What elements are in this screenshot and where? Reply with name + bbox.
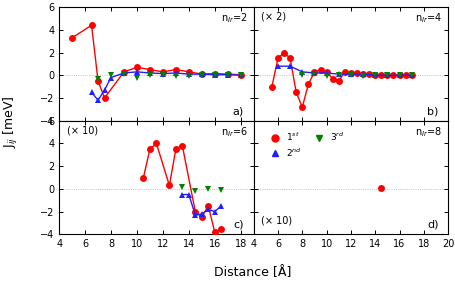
Text: b): b) <box>427 106 439 116</box>
Text: (× 2): (× 2) <box>262 12 287 22</box>
Text: Distance [Å]: Distance [Å] <box>214 266 291 279</box>
Text: a): a) <box>233 106 244 116</box>
Text: (× 10): (× 10) <box>262 215 293 225</box>
Text: (× 10): (× 10) <box>67 125 98 135</box>
Text: J$_{ij}$ [meV]: J$_{ij}$ [meV] <box>2 96 20 149</box>
Text: n$_{Ir}$=8: n$_{Ir}$=8 <box>415 125 442 139</box>
Legend: 1$^{st}$, 2$^{nd}$, 3$^{rd}$: 1$^{st}$, 2$^{nd}$, 3$^{rd}$ <box>262 128 349 162</box>
Text: n$_{Ir}$=4: n$_{Ir}$=4 <box>415 12 442 26</box>
Text: n$_{Ir}$=6: n$_{Ir}$=6 <box>221 125 248 139</box>
Text: c): c) <box>233 220 244 230</box>
Text: d): d) <box>427 220 439 230</box>
Text: n$_{Ir}$=2: n$_{Ir}$=2 <box>221 12 248 26</box>
